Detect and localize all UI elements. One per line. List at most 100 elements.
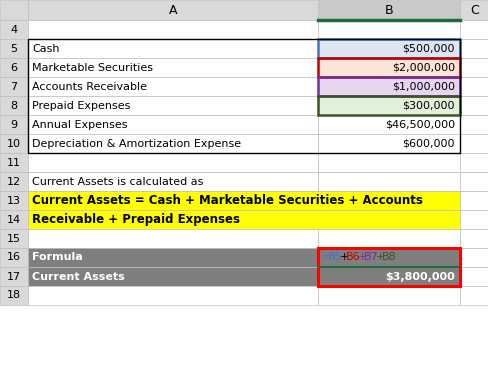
Text: Accounts Receivable: Accounts Receivable bbox=[32, 82, 147, 92]
Bar bbox=[0, 210, 28, 229]
Bar bbox=[0, 286, 28, 305]
Text: Marketable Securities: Marketable Securities bbox=[32, 62, 153, 73]
Bar bbox=[0, 77, 28, 96]
Text: $1,000,000: $1,000,000 bbox=[391, 82, 454, 92]
Text: B5: B5 bbox=[327, 252, 342, 263]
Bar bbox=[28, 210, 459, 229]
Bar bbox=[0, 96, 28, 115]
Bar bbox=[459, 77, 488, 96]
Text: Current Assets is calculated as: Current Assets is calculated as bbox=[32, 177, 203, 187]
Bar bbox=[317, 58, 459, 77]
Bar bbox=[459, 267, 488, 286]
Bar bbox=[317, 77, 459, 96]
Bar bbox=[459, 115, 488, 134]
Text: 12: 12 bbox=[7, 177, 21, 187]
Bar bbox=[459, 96, 488, 115]
Bar bbox=[0, 134, 28, 153]
Bar bbox=[317, 96, 459, 115]
Bar bbox=[317, 248, 459, 267]
Text: +: + bbox=[357, 252, 366, 263]
Text: 8: 8 bbox=[10, 101, 18, 110]
Bar bbox=[28, 96, 317, 115]
Bar bbox=[459, 20, 488, 39]
Text: 16: 16 bbox=[7, 252, 21, 263]
Text: B7: B7 bbox=[363, 252, 378, 263]
Text: $300,000: $300,000 bbox=[402, 101, 454, 110]
Text: =: = bbox=[321, 252, 331, 263]
Bar bbox=[459, 191, 488, 210]
Bar bbox=[28, 0, 317, 20]
Bar bbox=[0, 20, 28, 39]
Bar bbox=[28, 153, 317, 172]
Bar bbox=[459, 286, 488, 305]
Text: B8: B8 bbox=[381, 252, 396, 263]
Text: A: A bbox=[168, 3, 177, 16]
Bar bbox=[459, 153, 488, 172]
Bar bbox=[0, 153, 28, 172]
Bar bbox=[28, 58, 317, 77]
Bar bbox=[317, 172, 459, 191]
Bar bbox=[317, 153, 459, 172]
Bar bbox=[317, 39, 459, 58]
Text: 18: 18 bbox=[7, 291, 21, 300]
Text: Cash: Cash bbox=[32, 43, 60, 53]
Text: 14: 14 bbox=[7, 215, 21, 224]
Bar bbox=[0, 229, 28, 248]
Bar bbox=[0, 191, 28, 210]
Bar bbox=[459, 134, 488, 153]
Bar bbox=[28, 39, 317, 58]
Text: Prepaid Expenses: Prepaid Expenses bbox=[32, 101, 130, 110]
Bar bbox=[317, 267, 459, 286]
Bar bbox=[28, 134, 317, 153]
Text: 13: 13 bbox=[7, 196, 21, 205]
Text: $2,000,000: $2,000,000 bbox=[391, 62, 454, 73]
Text: 11: 11 bbox=[7, 157, 21, 168]
Bar bbox=[317, 39, 459, 58]
Text: 9: 9 bbox=[10, 120, 18, 129]
Bar bbox=[459, 210, 488, 229]
Bar bbox=[0, 248, 28, 267]
Text: B: B bbox=[384, 3, 392, 16]
Bar bbox=[28, 286, 317, 305]
Bar bbox=[317, 248, 459, 286]
Bar bbox=[317, 96, 459, 115]
Bar bbox=[317, 58, 459, 77]
Bar bbox=[317, 115, 459, 134]
Bar bbox=[0, 115, 28, 134]
Text: $600,000: $600,000 bbox=[402, 138, 454, 148]
Bar bbox=[317, 286, 459, 305]
Text: 4: 4 bbox=[10, 25, 18, 34]
Bar bbox=[28, 248, 317, 267]
Text: +: + bbox=[375, 252, 385, 263]
Bar bbox=[28, 115, 317, 134]
Bar bbox=[28, 172, 317, 191]
Text: $3,800,000: $3,800,000 bbox=[385, 272, 454, 282]
Bar bbox=[317, 134, 459, 153]
Bar bbox=[0, 267, 28, 286]
Bar bbox=[28, 267, 317, 286]
Bar bbox=[459, 58, 488, 77]
Text: Formula: Formula bbox=[32, 252, 82, 263]
Bar bbox=[459, 229, 488, 248]
Text: C: C bbox=[469, 3, 478, 16]
Text: Current Assets = Cash + Marketable Securities + Accounts: Current Assets = Cash + Marketable Secur… bbox=[32, 194, 422, 207]
Bar bbox=[28, 191, 459, 210]
Bar bbox=[28, 20, 317, 39]
Text: Receivable + Prepaid Expenses: Receivable + Prepaid Expenses bbox=[32, 213, 240, 226]
Text: 15: 15 bbox=[7, 233, 21, 243]
Bar bbox=[459, 248, 488, 267]
Bar bbox=[28, 39, 459, 153]
Bar bbox=[0, 172, 28, 191]
Text: 17: 17 bbox=[7, 272, 21, 282]
Text: $46,500,000: $46,500,000 bbox=[384, 120, 454, 129]
Text: B6: B6 bbox=[346, 252, 360, 263]
Bar bbox=[28, 229, 317, 248]
Bar bbox=[0, 58, 28, 77]
Text: Annual Expenses: Annual Expenses bbox=[32, 120, 127, 129]
Bar bbox=[28, 77, 317, 96]
Bar bbox=[317, 229, 459, 248]
Bar bbox=[317, 77, 459, 96]
Bar bbox=[0, 0, 28, 20]
Bar bbox=[317, 0, 459, 20]
Text: 10: 10 bbox=[7, 138, 21, 148]
